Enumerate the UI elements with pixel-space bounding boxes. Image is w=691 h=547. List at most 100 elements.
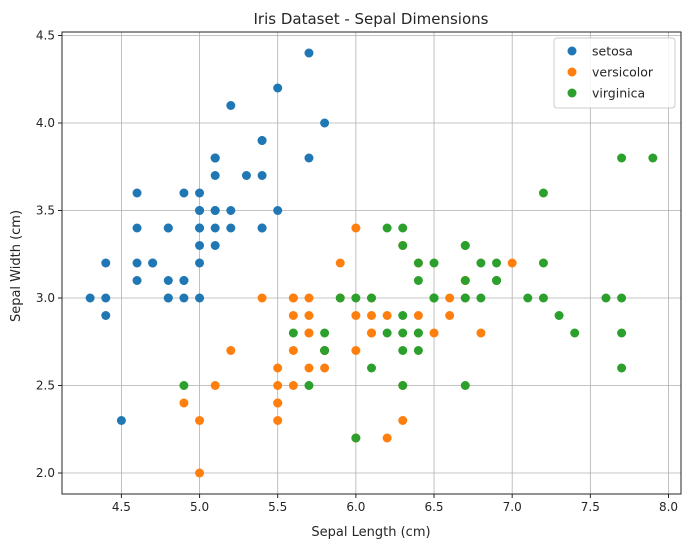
setosa-point <box>257 171 267 180</box>
virginica-point <box>413 258 423 268</box>
legend-marker-versicolor <box>567 67 577 77</box>
setosa-point <box>304 48 314 58</box>
setosa-point <box>148 258 158 268</box>
setosa-point <box>257 136 267 145</box>
virginica-point <box>429 293 439 303</box>
versicolor-point <box>273 398 283 408</box>
setosa-point <box>132 223 142 233</box>
y-tick-label: 3.0 <box>36 291 55 305</box>
versicolor-point <box>335 258 345 268</box>
x-axis-label: Sepal Length (cm) <box>311 525 430 540</box>
setosa-point <box>226 223 236 233</box>
y-tick-label: 3.5 <box>36 204 55 218</box>
virginica-point <box>492 276 502 285</box>
versicolor-point <box>273 381 283 390</box>
setosa-point <box>195 293 205 303</box>
virginica-point <box>617 328 627 338</box>
x-tick-label: 7.0 <box>503 500 522 514</box>
setosa-point <box>210 241 220 250</box>
setosa-point <box>210 153 220 163</box>
setosa-point <box>179 293 189 303</box>
data-points <box>85 48 658 478</box>
y-axis-label: Sepal Width (cm) <box>9 210 24 322</box>
versicolor-point <box>476 328 486 338</box>
virginica-point <box>413 328 423 338</box>
versicolor-point <box>273 363 283 373</box>
virginica-point <box>398 381 408 390</box>
virginica-point <box>351 433 361 443</box>
x-tick-label: 8.0 <box>659 500 678 514</box>
setosa-point <box>132 276 142 285</box>
versicolor-point <box>382 433 392 443</box>
setosa-point <box>210 206 220 215</box>
versicolor-point <box>273 416 283 425</box>
versicolor-point <box>507 258 517 268</box>
virginica-point <box>335 293 345 303</box>
y-tick-label: 4.5 <box>36 29 55 43</box>
setosa-point <box>241 171 251 180</box>
versicolor-point <box>288 381 298 390</box>
virginica-point <box>351 293 361 303</box>
legend: setosa versicolor virginica <box>553 37 676 109</box>
x-tick-label: 6.5 <box>424 500 443 514</box>
versicolor-point <box>288 311 298 320</box>
legend-label-virginica: virginica <box>592 86 645 101</box>
setosa-point <box>257 223 267 233</box>
virginica-point <box>538 188 548 198</box>
virginica-point <box>460 241 470 250</box>
setosa-point <box>116 416 126 425</box>
virginica-point <box>554 311 564 320</box>
x-tick-label: 4.5 <box>112 500 131 514</box>
setosa-point <box>179 188 189 198</box>
versicolor-point <box>304 363 314 373</box>
versicolor-point <box>195 416 205 425</box>
versicolor-point <box>257 293 267 303</box>
setosa-point <box>101 311 111 320</box>
versicolor-point <box>320 363 330 373</box>
legend-label-setosa: setosa <box>592 44 633 59</box>
versicolor-point <box>429 328 439 338</box>
virginica-point <box>367 363 376 373</box>
virginica-point <box>460 293 470 303</box>
virginica-point <box>288 328 298 338</box>
y-tick-label: 2.0 <box>36 466 55 480</box>
setosa-point <box>273 206 283 215</box>
virginica-point <box>476 293 486 303</box>
virginica-point <box>648 153 658 163</box>
setosa-point <box>320 118 330 128</box>
virginica-point <box>398 241 408 250</box>
setosa-point <box>163 276 173 285</box>
setosa-point <box>226 101 236 110</box>
virginica-point <box>304 381 314 390</box>
virginica-point <box>398 328 408 338</box>
plot-frame <box>61 31 682 495</box>
setosa-point <box>273 83 283 93</box>
setosa-point <box>85 293 95 303</box>
virginica-point <box>179 381 189 390</box>
y-tick-label: 2.5 <box>36 379 55 393</box>
virginica-point <box>398 223 408 233</box>
setosa-point <box>195 258 205 268</box>
versicolor-point <box>210 381 220 390</box>
legend-box <box>553 37 676 109</box>
setosa-point <box>195 241 205 250</box>
virginica-point <box>538 258 548 268</box>
versicolor-point <box>304 293 314 303</box>
versicolor-point <box>179 398 189 408</box>
versicolor-point <box>195 468 205 478</box>
chart-title: Iris Dataset - Sepal Dimensions <box>254 10 489 28</box>
setosa-point <box>210 171 220 180</box>
setosa-point <box>226 206 236 215</box>
setosa-point <box>210 223 220 233</box>
virginica-point <box>538 293 548 303</box>
virginica-point <box>460 381 470 390</box>
versicolor-point <box>226 346 236 355</box>
x-tick-label: 6.0 <box>346 500 365 514</box>
versicolor-point <box>382 311 392 320</box>
versicolor-point <box>304 328 314 338</box>
legend-label-versicolor: versicolor <box>592 65 654 80</box>
x-tick-label: 7.5 <box>581 500 600 514</box>
virginica-point <box>320 346 330 355</box>
